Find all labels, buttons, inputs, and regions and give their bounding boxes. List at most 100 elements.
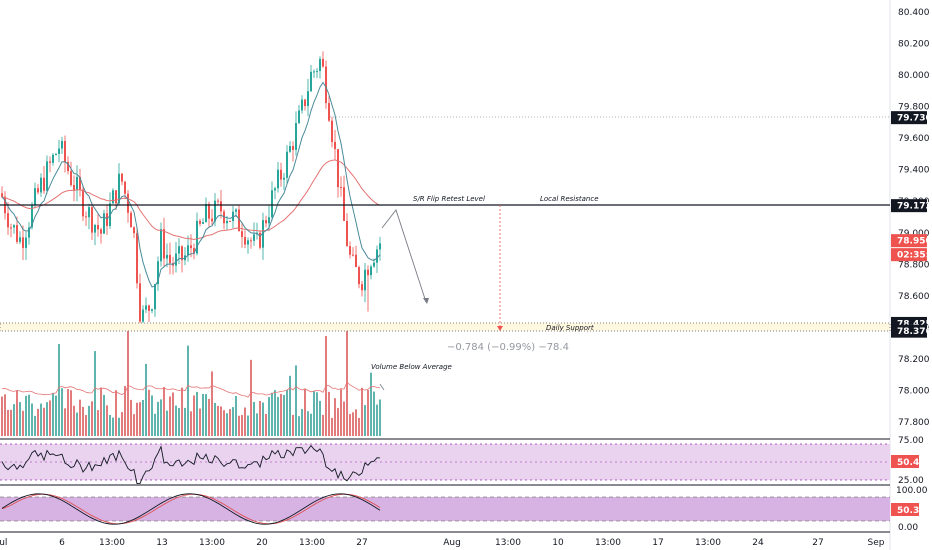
candle-body [37, 188, 39, 193]
candle-body [73, 185, 75, 191]
price-tag-label: 78.425 [897, 319, 932, 329]
volume-bar [235, 396, 237, 436]
candle-body [157, 261, 159, 285]
volume-note-label[interactable]: Volume Below Average [371, 363, 452, 371]
candle-body [28, 227, 30, 238]
candle-body [34, 188, 36, 206]
volume-bar [127, 330, 129, 436]
volume-bar [220, 406, 222, 436]
volume-bar [151, 395, 153, 436]
candle-body [205, 203, 207, 223]
volume-bar [274, 390, 276, 436]
volume-bar [337, 408, 339, 436]
time-axis[interactable]: Jul 6 13:00 13 13:00 20 13:00 27 Aug 13:00 10 13:00… [0, 538, 885, 548]
candle-body [367, 269, 369, 276]
candle-body [277, 169, 279, 189]
volume-bar [46, 402, 48, 436]
daily-support-zone[interactable] [0, 322, 891, 332]
volume-bar [25, 395, 27, 436]
volume-bar [22, 410, 24, 436]
volume-bar [349, 414, 351, 436]
candle-body [193, 248, 195, 254]
candle-body [130, 212, 132, 228]
price-tag-bg [891, 199, 927, 213]
volume-bar [352, 412, 354, 436]
volume-bar [154, 413, 156, 436]
volume-bar [292, 414, 294, 436]
volume-bar [367, 390, 369, 436]
candle-body [19, 237, 21, 242]
stoch-d-line [1, 493, 381, 525]
volume-bar [118, 417, 120, 436]
volume-ma-line [1, 381, 381, 398]
volume-bar [181, 387, 183, 436]
candle-body [163, 229, 165, 259]
volume-bar [43, 407, 45, 436]
price-tick-label: 79.000 [898, 229, 930, 239]
sr-flip-label[interactable]: S/R Flip Retest Level [413, 195, 485, 203]
volume-bar [55, 395, 57, 436]
candle-body [166, 254, 168, 259]
candle-body [91, 207, 93, 233]
candle-body [283, 177, 285, 180]
volume-bar [109, 414, 111, 436]
volume-bar [289, 375, 291, 436]
volume-bar [10, 409, 12, 436]
candle-body [133, 227, 135, 234]
candle-body [22, 237, 24, 248]
candle-body [106, 213, 108, 227]
daily-support-label[interactable]: Daily Support [546, 324, 594, 332]
volume-bar [229, 409, 231, 436]
local-resistance-label[interactable]: Local Resistance [540, 195, 599, 203]
volume-bar [139, 402, 141, 436]
candle-body [370, 266, 372, 276]
volume-bar [58, 344, 60, 436]
volume-bar [256, 413, 258, 436]
volume-bar [73, 405, 75, 436]
stoch-value-tag: 50.34 [897, 506, 925, 516]
volume-bar [283, 394, 285, 436]
volume-bar [124, 386, 126, 436]
volume-bar [232, 407, 234, 436]
volume-bar [172, 392, 174, 436]
volume-bar [169, 396, 171, 436]
candle-body [289, 146, 291, 152]
time-tick-label: 20 [256, 538, 268, 548]
volume-bar [310, 413, 312, 436]
volume-bar [193, 395, 195, 436]
volume-bar [280, 393, 282, 436]
price-tag-label: 78.376 [897, 327, 932, 337]
volume-bar [361, 387, 363, 436]
candle-body [331, 120, 333, 142]
candle-body [334, 141, 336, 150]
candle-body [328, 103, 330, 121]
price-tag-label: 79.172 [897, 202, 932, 212]
volume-bar [301, 409, 303, 436]
volume-bar [313, 390, 315, 436]
price-tick-label: 78.200 [898, 355, 930, 365]
candle-body [229, 220, 231, 222]
candle-body [169, 254, 171, 264]
candle-body [286, 151, 288, 178]
candle-body [379, 243, 381, 250]
rsi-value-tag: 50.47 [897, 458, 925, 468]
projection-arrow[interactable] [381, 209, 427, 303]
volume-bars [1, 330, 381, 436]
candle-body [364, 269, 366, 291]
candle-body [154, 284, 156, 310]
price-axis[interactable]: 80.40080.20080.00079.80079.60079.40079.2… [898, 8, 930, 428]
candle-body [121, 173, 123, 182]
volume-bar [4, 394, 6, 436]
candle-body [310, 71, 312, 92]
candle-body [292, 146, 294, 150]
volume-bar [364, 405, 366, 436]
candle-body [319, 58, 321, 72]
candle-body [82, 189, 84, 217]
candle-body [361, 284, 363, 291]
rsi-axis-upper: 75.00 [898, 436, 924, 446]
rsi-axis-lower: 25.00 [898, 476, 924, 486]
volume-bar [40, 403, 42, 436]
candle-body [232, 211, 234, 222]
